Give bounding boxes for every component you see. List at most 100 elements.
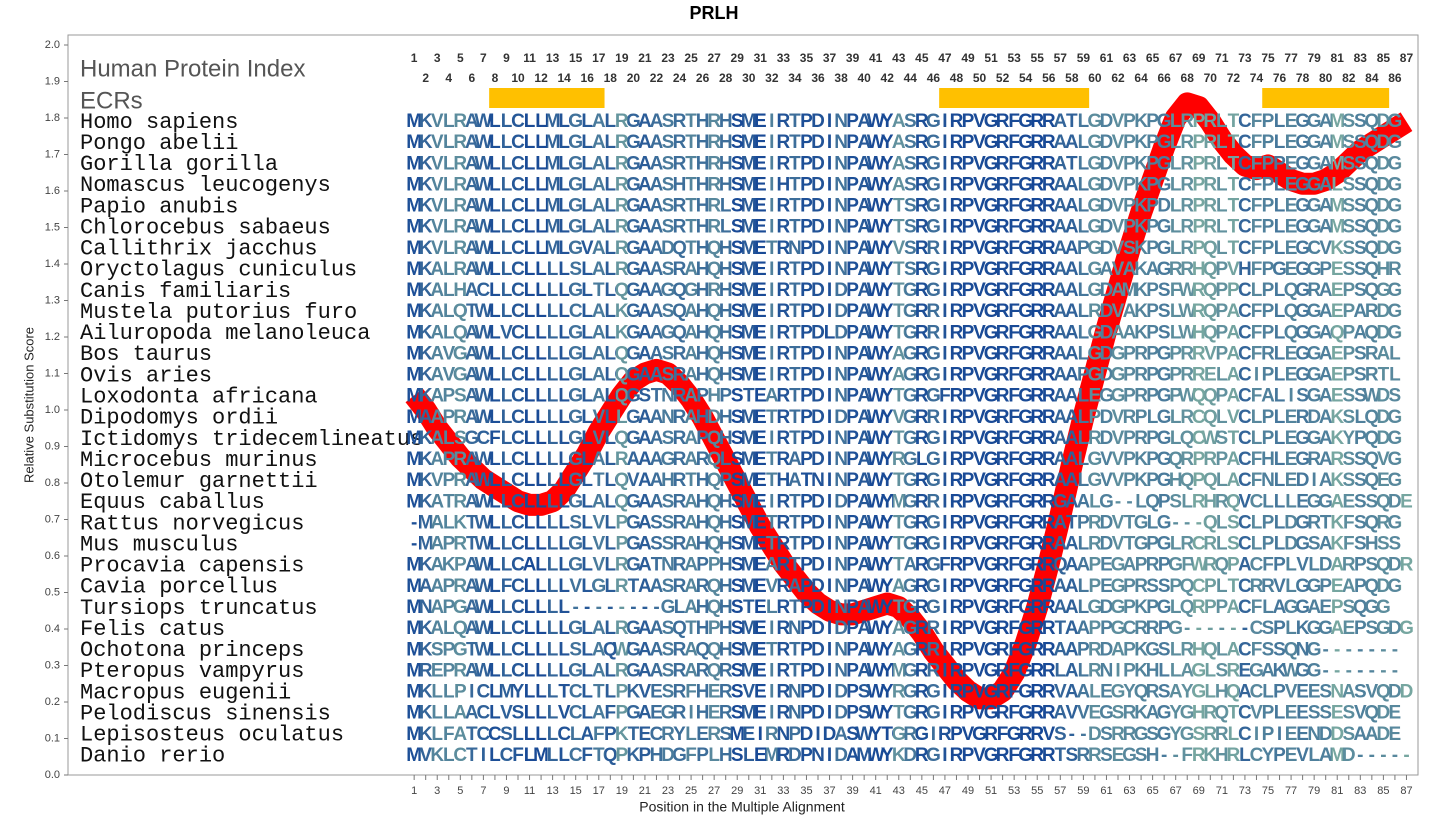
x-tick-label: 63 (1123, 51, 1137, 65)
y-tick-label: 0.8 (45, 477, 60, 489)
x-tick-label: 18 (604, 71, 618, 85)
species-name: Homo sapiens (80, 110, 238, 135)
x-tick-label: 28 (719, 71, 733, 85)
x-tick-label: 78 (1296, 71, 1310, 85)
x-tick-label: 77 (1284, 51, 1298, 65)
x-tick-label: 66 (1157, 71, 1171, 85)
x-tick-label: 50 (973, 71, 987, 85)
annotation: Human Protein Index (80, 55, 305, 82)
y-tick-label: 0.4 (45, 623, 60, 635)
x-tick-label: 31 (754, 785, 766, 797)
species-name: Mus musculus (80, 532, 238, 557)
y-tick-label: 1.4 (45, 258, 60, 270)
x-tick-label: 54 (1019, 71, 1033, 85)
x-tick-label: 24 (673, 71, 687, 85)
sequence: MKVLRAWLLCLLMLGLALRGAASRTHRLSMEIRTPDINPA… (406, 196, 1402, 217)
x-tick-label: 81 (1331, 51, 1345, 65)
sequence: -MALKTWLLCLLLLSLVLPGASSRAHQHSMETRTPDINPA… (411, 512, 1402, 533)
sequence: MKVLRAWLLCLLMLGVALRGAADQTHQHSMETRNPDINPA… (406, 238, 1402, 259)
sequence: MNAPGAWLLCLLLL--------GLAHQHSTELRTPDINPA… (406, 597, 1391, 618)
species-name: Oryctolagus cuniculus (80, 258, 357, 283)
species-name: Tursiops truncatus (80, 596, 318, 621)
x-tick-label: 53 (1007, 51, 1021, 65)
x-tick-label: 75 (1262, 785, 1274, 797)
x-tick-label: 39 (846, 785, 858, 797)
x-tick-label: 43 (892, 51, 906, 65)
x-tick-label: 42 (881, 71, 895, 85)
x-tick-label: 68 (1181, 71, 1195, 85)
y-axis-label: Relative Substitution Score (21, 327, 36, 483)
x-tick-label: 33 (777, 51, 791, 65)
x-tick-label: 76 (1273, 71, 1287, 85)
x-tick-label: 25 (684, 51, 698, 65)
sequence: MKALSGCFLCLLLLGLVLQGAASRAPQHSMEIRTPDINPA… (406, 428, 1402, 449)
x-tick-label: 47 (938, 51, 952, 65)
y-tick-label: 1.6 (45, 185, 60, 197)
x-tick-label: 26 (696, 71, 710, 85)
y-tick-label: 0.6 (45, 550, 60, 562)
x-tick-label: 85 (1377, 785, 1389, 797)
x-tick-label: 55 (1031, 51, 1045, 65)
sequence: MKAKPAWLLCALLLGLVLRGATNRAPPHSMEARTPDINPA… (406, 555, 1413, 576)
x-tick-label: 30 (742, 71, 756, 85)
x-tick-label: 70 (1204, 71, 1218, 85)
species-name: Papio anubis (80, 194, 238, 219)
x-tick-label: 1 (411, 51, 418, 65)
species-name: Chlorocebus sabaeus (80, 215, 331, 240)
y-tick-label: 1.3 (45, 294, 60, 306)
x-tick-label: 34 (788, 71, 802, 85)
species-name: Equus caballus (80, 490, 265, 515)
x-tick-label: 40 (857, 71, 871, 85)
x-tick-label: 58 (1065, 71, 1079, 85)
x-tick-label: 21 (638, 51, 652, 65)
x-tick-label: 22 (650, 71, 664, 85)
y-tick-label: 0.9 (45, 440, 60, 452)
y-tick-label: 0.7 (45, 513, 60, 525)
x-tick-label: 71 (1215, 51, 1229, 65)
x-tick-label: 10 (511, 71, 525, 85)
species-name: Gorilla gorilla (80, 152, 278, 177)
y-tick-label: 1.9 (45, 75, 60, 87)
x-tick-label: 60 (1088, 71, 1102, 85)
species-name: Cavia porcellus (80, 575, 278, 600)
x-tick-label: 45 (915, 51, 929, 65)
x-tick-label: 16 (581, 71, 595, 85)
species-name: Lepisosteus oculatus (80, 723, 344, 748)
sequence: MKATRAWLLCLLLLGLALQGAASRAHQHSMEIRTPDIDPA… (406, 491, 1413, 512)
sequence: MKVPRAWLLCLLLLGLTLQVAAHRTHQPSMETHATNINPA… (406, 470, 1402, 491)
x-tick-label: 44 (904, 71, 918, 85)
plot-frame (67, 34, 1419, 776)
sequence: MKVLRAWLLCLLMLGLALRGAASHTHRHSMEIHTPDINPA… (406, 174, 1402, 195)
x-tick-label: 15 (570, 785, 582, 797)
x-tick-label: 87 (1400, 51, 1414, 65)
x-tick-label: 14 (557, 71, 571, 85)
x-tick-label: 63 (1123, 785, 1135, 797)
ecr-bar (939, 88, 1090, 108)
x-tick-label: 49 (962, 785, 974, 797)
sequence: MKALRAWLLCLLLLSLALRGAASRAHQHSMEIRTPDINPA… (406, 259, 1402, 280)
x-tick-label: 29 (731, 51, 745, 65)
y-tick-label: 1.7 (45, 148, 60, 160)
species-name: Pelodiscus sinensis (80, 701, 331, 726)
x-tick-label: 19 (615, 51, 629, 65)
x-tick-label: 8 (492, 71, 499, 85)
x-tick-label: 5 (457, 785, 463, 797)
species-name: Felis catus (80, 617, 225, 642)
x-tick-label: 43 (893, 785, 905, 797)
x-tick-label: 83 (1354, 785, 1366, 797)
y-tick-label: 1.0 (45, 404, 60, 416)
x-tick-label: 65 (1146, 785, 1158, 797)
x-tick-label: 46 (927, 71, 941, 85)
x-tick-label: 29 (731, 785, 743, 797)
species-name: Otolemur garnettii (80, 469, 318, 494)
sequence: MKLFATCCSLLLLCLAFPKTECRYLERSMEIRNPDIDASW… (406, 724, 1401, 745)
y-tick-label: 1.2 (45, 331, 60, 343)
x-tick-label: 57 (1054, 785, 1066, 797)
x-tick-label: 39 (846, 51, 860, 65)
x-tick-label: 9 (503, 51, 510, 65)
sequence: MKVLRAWLLCLLMLGLALRGAASRTHRLSMEIRTPDINPA… (406, 217, 1402, 238)
x-tick-label: 25 (685, 785, 697, 797)
x-tick-label: 5 (457, 51, 464, 65)
x-tick-label: 41 (870, 785, 882, 797)
